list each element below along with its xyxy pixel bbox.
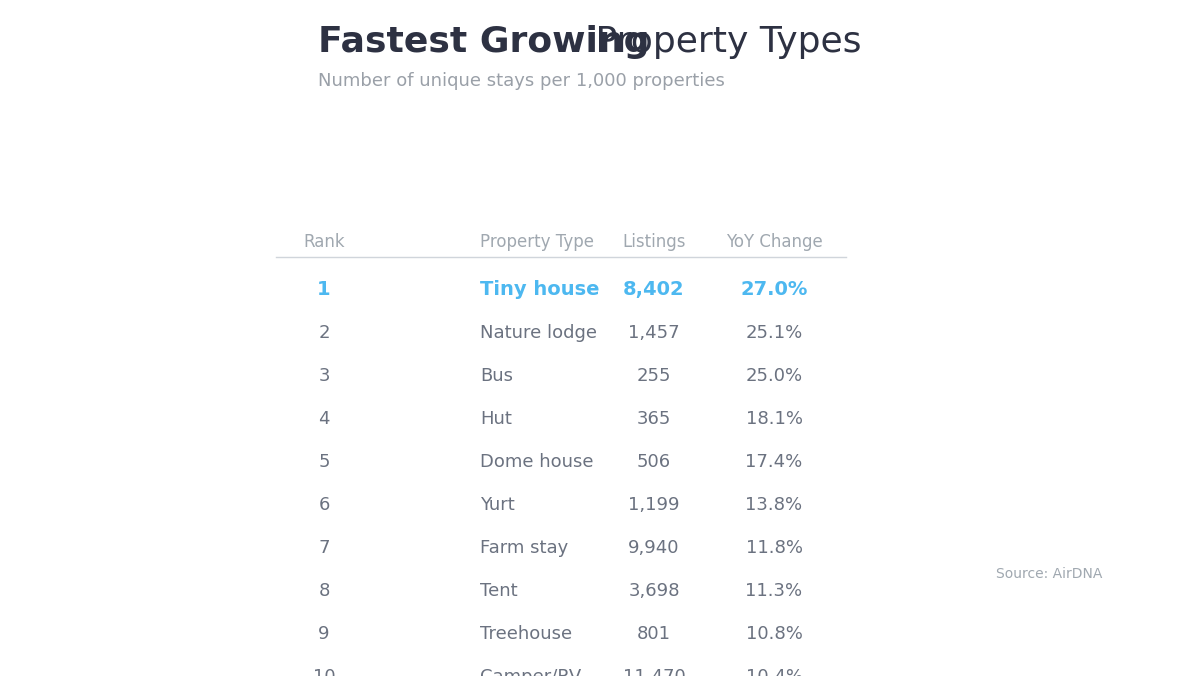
Text: 10: 10 (313, 669, 335, 676)
Text: Hut: Hut (480, 410, 512, 428)
Text: 13.8%: 13.8% (745, 496, 803, 514)
Text: 17.4%: 17.4% (745, 453, 803, 471)
Text: 801: 801 (637, 625, 671, 644)
Text: Property Types: Property Types (584, 25, 862, 59)
Text: 4: 4 (318, 410, 330, 428)
Text: 255: 255 (637, 367, 671, 385)
Text: 3,698: 3,698 (629, 582, 679, 600)
Text: 1,457: 1,457 (628, 324, 680, 342)
Text: Dome house: Dome house (480, 453, 594, 471)
Text: Treehouse: Treehouse (480, 625, 572, 644)
Text: 9,940: 9,940 (629, 539, 679, 557)
Text: Yurt: Yurt (480, 496, 515, 514)
Text: Fastest Growing: Fastest Growing (318, 25, 649, 59)
Text: 8,402: 8,402 (623, 281, 685, 299)
Text: Tent: Tent (480, 582, 517, 600)
Text: 25.0%: 25.0% (745, 367, 803, 385)
Text: 2: 2 (318, 324, 330, 342)
Text: 27.0%: 27.0% (740, 281, 808, 299)
Text: Bus: Bus (480, 367, 514, 385)
Text: 5: 5 (318, 453, 330, 471)
Text: Farm stay: Farm stay (480, 539, 569, 557)
Text: Number of unique stays per 1,000 properties: Number of unique stays per 1,000 propert… (318, 72, 725, 90)
Text: 18.1%: 18.1% (745, 410, 803, 428)
Text: 506: 506 (637, 453, 671, 471)
Text: Listings: Listings (623, 233, 685, 251)
Text: 7: 7 (318, 539, 330, 557)
Text: 1: 1 (317, 281, 331, 299)
Text: 11.8%: 11.8% (745, 539, 803, 557)
Text: 6: 6 (318, 496, 330, 514)
Text: 10.8%: 10.8% (745, 625, 803, 644)
Text: 11.3%: 11.3% (745, 582, 803, 600)
Text: 9: 9 (318, 625, 330, 644)
Text: Tiny house: Tiny house (480, 281, 600, 299)
Text: 3: 3 (318, 367, 330, 385)
Text: 11,470: 11,470 (623, 669, 685, 676)
Text: Rank: Rank (304, 233, 344, 251)
Text: YoY Change: YoY Change (726, 233, 822, 251)
Text: 1,199: 1,199 (629, 496, 679, 514)
Text: 8: 8 (318, 582, 330, 600)
Text: Camper/RV: Camper/RV (480, 669, 581, 676)
Text: 10.4%: 10.4% (745, 669, 803, 676)
Text: Nature lodge: Nature lodge (480, 324, 598, 342)
Text: 365: 365 (637, 410, 671, 428)
Text: Property Type: Property Type (480, 233, 594, 251)
Text: 25.1%: 25.1% (745, 324, 803, 342)
Text: Source: AirDNA: Source: AirDNA (996, 567, 1103, 581)
